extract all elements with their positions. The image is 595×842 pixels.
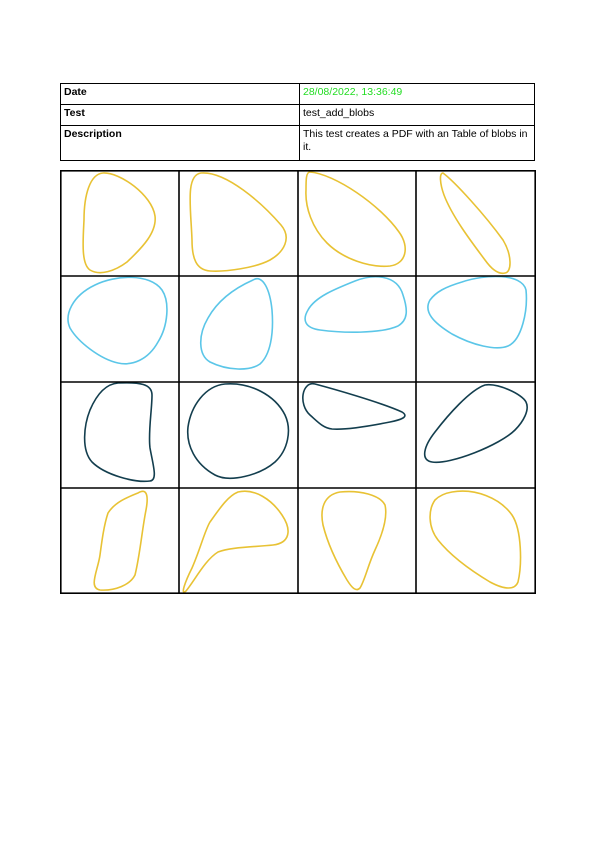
metadata-table: Date 28/08/2022, 13:36:49 Test test_add_… (60, 83, 535, 161)
date-value: 28/08/2022, 13:36:49 (299, 83, 535, 105)
description-row: Description This test creates a PDF with… (60, 125, 535, 161)
grid-lines (60, 170, 536, 594)
test-label: Test (60, 104, 300, 126)
blob-r3-c4 (423, 384, 528, 464)
blob-r4-c2 (182, 490, 289, 593)
description-label: Description (60, 125, 300, 161)
blob-r1-c3 (305, 171, 406, 268)
blob-r4-c1 (93, 490, 148, 591)
date-row: Date 28/08/2022, 13:36:49 (60, 83, 535, 105)
blob-r3-c1 (83, 381, 156, 483)
blob-r1-c2 (189, 172, 287, 272)
description-value: This test creates a PDF with an Table of… (299, 125, 535, 161)
blob-r2-c4 (427, 275, 528, 349)
test-value: test_add_blobs (299, 104, 535, 126)
date-label: Date (60, 83, 300, 105)
blob-r4-c4 (429, 490, 522, 589)
blob-r2-c1 (67, 276, 168, 365)
blob-r1-c4 (439, 172, 511, 275)
blob-table (60, 170, 536, 594)
blob-r3-c2 (186, 383, 290, 479)
blob-r2-c3 (304, 276, 408, 334)
blob-r4-c3 (321, 490, 387, 591)
test-row: Test test_add_blobs (60, 104, 535, 126)
blob-r2-c2 (199, 277, 274, 370)
blob-r1-c1 (82, 172, 156, 274)
blob-r3-c3 (302, 383, 406, 430)
